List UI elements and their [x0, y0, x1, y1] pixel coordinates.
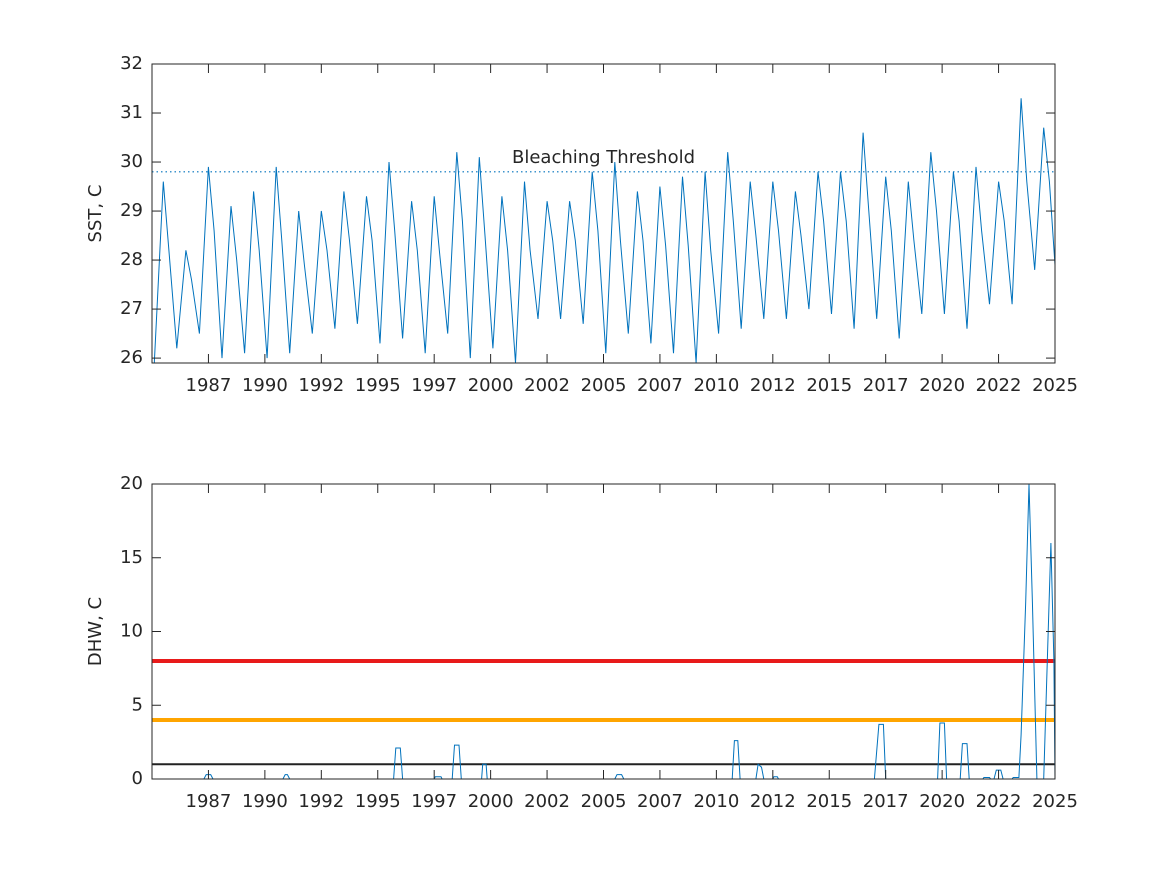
x-tick-label: 2022	[976, 375, 1022, 396]
axes-background	[152, 484, 1055, 779]
y-tick-label: 31	[120, 102, 143, 123]
x-tick-label: 1992	[298, 791, 344, 812]
x-tick-label: 1987	[186, 375, 232, 396]
y-tick-label: 20	[120, 473, 143, 494]
x-tick-label: 2025	[1032, 791, 1078, 812]
x-tick-label: 2015	[806, 791, 852, 812]
y-tick-label: 28	[120, 249, 143, 270]
y-tick-label: 27	[120, 298, 143, 319]
x-tick-label: 2005	[581, 375, 627, 396]
x-tick-label: 1990	[242, 375, 288, 396]
x-tick-label: 2010	[693, 791, 739, 812]
x-tick-label: 2007	[637, 375, 683, 396]
data-line	[153, 98, 1056, 364]
x-tick-label: 1992	[298, 375, 344, 396]
y-tick-label: 15	[120, 547, 143, 568]
y-tick-label: 26	[120, 347, 143, 368]
x-tick-label: 2020	[919, 791, 965, 812]
x-tick-label: 2007	[637, 791, 683, 812]
x-tick-label: 1990	[242, 791, 288, 812]
x-tick-label: 2002	[524, 791, 570, 812]
x-tick-label: 1997	[411, 791, 457, 812]
x-tick-label: 2015	[806, 375, 852, 396]
x-tick-label: 2022	[976, 791, 1022, 812]
y-tick-label: 32	[120, 53, 143, 74]
y-tick-label: 29	[120, 200, 143, 221]
x-tick-label: 2020	[919, 375, 965, 396]
x-tick-label: 2025	[1032, 375, 1078, 396]
y-tick-label: 10	[120, 621, 143, 642]
x-tick-label: 2012	[750, 791, 796, 812]
x-tick-label: 2000	[468, 375, 514, 396]
y-tick-label: 5	[132, 694, 143, 715]
x-tick-label: 2002	[524, 375, 570, 396]
x-tick-label: 1995	[355, 375, 401, 396]
x-tick-label: 1997	[411, 375, 457, 396]
x-tick-label: 2017	[863, 791, 909, 812]
x-tick-label: 2005	[581, 791, 627, 812]
x-tick-label: 1995	[355, 791, 401, 812]
y-tick-label: 30	[120, 151, 143, 172]
x-tick-label: 2000	[468, 791, 514, 812]
x-tick-label: 2010	[693, 375, 739, 396]
y-axis-label: DHW, C	[85, 597, 106, 666]
threshold-label: Bleaching Threshold	[512, 147, 695, 168]
x-tick-label: 2017	[863, 375, 909, 396]
y-axis-label: SST, C	[85, 185, 106, 243]
x-tick-label: 1987	[186, 791, 232, 812]
y-tick-label: 0	[132, 768, 143, 789]
x-tick-label: 2012	[750, 375, 796, 396]
